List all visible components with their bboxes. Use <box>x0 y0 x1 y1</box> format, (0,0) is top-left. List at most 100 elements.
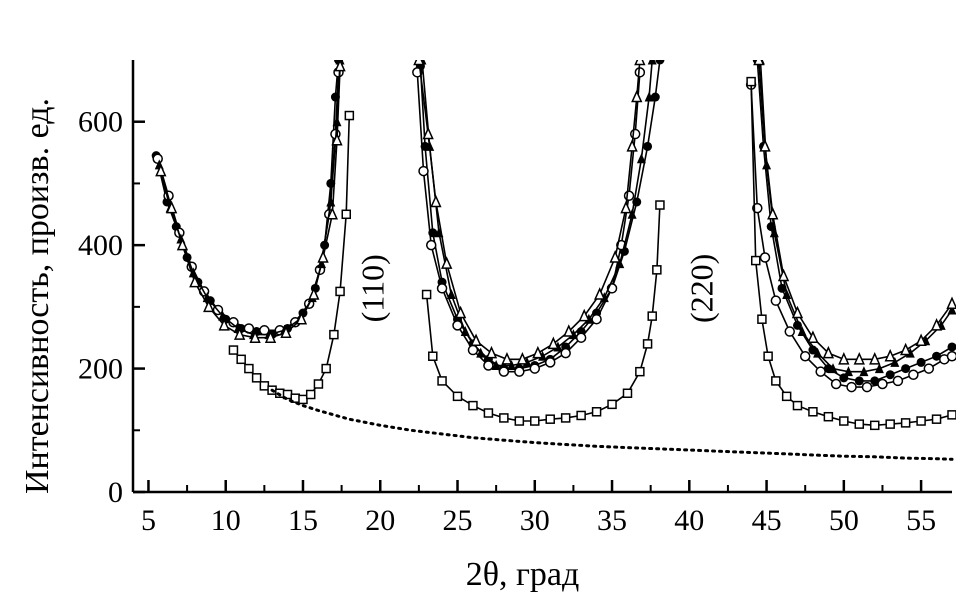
data-point <box>782 289 792 300</box>
data-point <box>331 132 343 146</box>
data-point <box>846 381 857 393</box>
data-point <box>529 363 541 374</box>
data-point <box>777 268 790 282</box>
data-point <box>622 388 633 399</box>
data-point <box>642 339 653 349</box>
data-point <box>188 267 198 278</box>
y-tick-label: 400 <box>78 229 123 262</box>
data-point <box>634 60 646 66</box>
data-point <box>334 60 346 72</box>
peak-annotation: (110) <box>354 254 390 322</box>
x-tick-label: 10 <box>211 504 241 537</box>
data-point <box>830 378 842 390</box>
series-dotted-line <box>270 388 954 461</box>
x-tick-label: 30 <box>520 504 550 537</box>
data-point <box>627 208 637 219</box>
data-point <box>854 376 864 386</box>
data-point <box>483 408 494 418</box>
x-tick-label: 20 <box>365 504 395 537</box>
data-point <box>560 413 571 423</box>
data-point <box>264 330 277 343</box>
data-point <box>815 366 826 377</box>
data-point <box>631 89 643 103</box>
data-point <box>249 330 261 343</box>
data-point <box>544 357 556 368</box>
data-point <box>791 305 804 319</box>
data-point <box>757 314 767 324</box>
data-point <box>813 347 823 358</box>
x-tick-label: 40 <box>674 504 704 537</box>
data-point <box>578 308 590 322</box>
series-line <box>759 60 953 373</box>
data-point <box>317 250 329 263</box>
data-point <box>607 399 617 410</box>
data-point <box>753 60 765 66</box>
data-point <box>746 76 756 87</box>
data-point <box>498 366 510 377</box>
data-point <box>838 351 850 365</box>
data-point <box>499 413 509 423</box>
data-point <box>843 366 853 377</box>
data-point <box>413 60 425 66</box>
series-layer <box>151 60 956 461</box>
data-point <box>437 376 447 386</box>
data-point <box>792 400 803 411</box>
data-point <box>516 351 529 365</box>
data-point <box>652 265 662 275</box>
series-line <box>158 60 341 336</box>
data-point <box>823 411 834 422</box>
data-point <box>422 126 434 140</box>
data-point <box>305 389 316 400</box>
data-point <box>436 283 448 294</box>
data-point <box>280 325 292 339</box>
data-point <box>822 345 835 359</box>
data-point <box>344 110 355 121</box>
data-point <box>853 351 865 365</box>
data-point <box>784 326 795 337</box>
series-line <box>156 72 340 332</box>
data-point <box>452 320 463 331</box>
data-point <box>626 139 638 152</box>
series-line <box>758 60 953 361</box>
series-line <box>416 72 641 373</box>
data-point <box>915 333 927 347</box>
data-point <box>828 363 838 374</box>
data-point <box>418 165 429 177</box>
data-point <box>483 360 494 371</box>
data-point <box>615 258 625 269</box>
data-point <box>454 305 467 319</box>
data-point <box>532 345 544 359</box>
y-tick-label: 0 <box>108 476 123 509</box>
data-point <box>560 347 571 359</box>
data-point <box>203 299 215 313</box>
data-point <box>655 200 665 210</box>
data-point <box>176 237 189 251</box>
data-point <box>874 363 884 374</box>
data-point <box>218 318 230 331</box>
data-point <box>808 345 818 355</box>
data-point <box>332 116 342 127</box>
data-point <box>228 345 239 355</box>
data-point <box>655 60 665 65</box>
data-point <box>460 326 470 337</box>
y-axis-label: Интенсивность, произв. ед. <box>19 98 56 494</box>
data-point <box>947 410 956 420</box>
data-point <box>647 60 657 65</box>
data-point <box>916 416 926 426</box>
data-point <box>861 381 873 393</box>
data-point <box>900 418 911 428</box>
data-point <box>629 128 641 140</box>
data-point <box>335 286 345 297</box>
data-point <box>750 255 761 266</box>
data-point <box>781 391 792 402</box>
series-open-triangle <box>155 60 956 365</box>
data-point <box>501 351 513 365</box>
data-point <box>514 366 525 377</box>
x-tick-label: 15 <box>288 504 318 537</box>
data-point <box>514 416 525 426</box>
data-point <box>916 357 926 367</box>
data-point <box>430 194 442 208</box>
data-point <box>923 363 935 374</box>
x-axis-label: 2θ, град <box>466 556 580 593</box>
